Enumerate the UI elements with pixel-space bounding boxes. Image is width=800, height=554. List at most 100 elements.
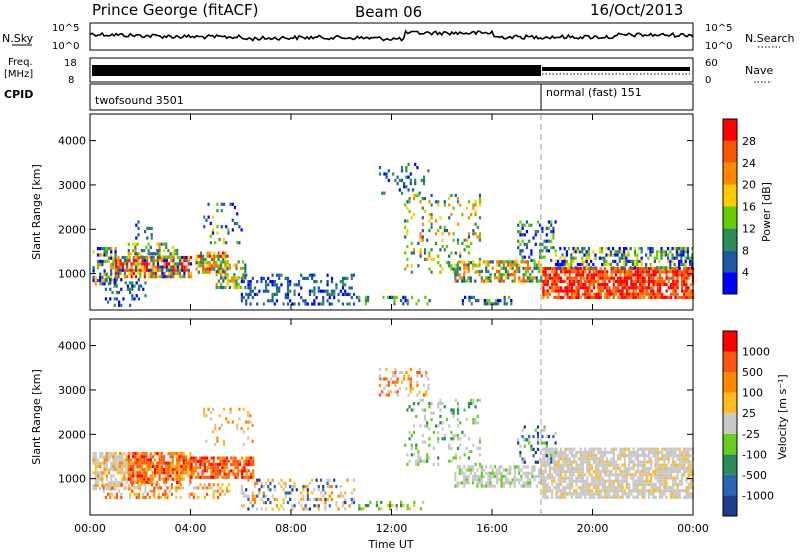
velocity-cell-1475 <box>575 489 577 492</box>
power-cell-1920 <box>663 250 665 253</box>
velocity-colorbar-tick-1: 500 <box>742 366 763 379</box>
velocity-cell-536 <box>237 476 239 479</box>
velocity-cell-1739 <box>622 451 624 454</box>
velocity-cell-1988 <box>663 483 665 486</box>
velocity-cell-1529 <box>584 496 586 499</box>
power-cell-1098 <box>484 299 486 302</box>
velocity-cell-2166 <box>524 457 526 460</box>
power-cell-125 <box>135 269 137 272</box>
power-cell-1819 <box>599 250 601 253</box>
power-cell-835 <box>439 226 441 229</box>
velocity-cell-1851 <box>641 460 643 463</box>
power-cell-1144 <box>528 240 530 243</box>
power-cell-1523 <box>633 280 635 283</box>
velocity-cell-129 <box>123 474 125 477</box>
power-cell-1941 <box>674 263 676 266</box>
velocity-cell-744 <box>278 482 280 485</box>
velocity-cell-1388 <box>560 492 562 495</box>
power-cell-1049 <box>523 267 525 270</box>
velocity-cell-560 <box>248 476 250 479</box>
velocity-cell-988 <box>424 408 426 411</box>
velocity-cell-604 <box>138 493 140 496</box>
power-cell-1117 <box>510 302 512 305</box>
power-cell-546 <box>265 286 267 289</box>
velocity-cell-330 <box>165 478 167 481</box>
velocity-cell-457 <box>206 460 208 463</box>
power-cell-1240 <box>556 273 558 276</box>
velocity-cell-1512 <box>582 476 584 479</box>
velocity-cell-310 <box>161 452 163 455</box>
power-cell-474 <box>116 291 118 294</box>
power-cell-1571 <box>644 283 646 286</box>
power-cell-51 <box>110 253 112 256</box>
xaxis-label: Time UT <box>367 538 413 551</box>
power-cell-926 <box>454 273 456 276</box>
velocity-cell-2118 <box>688 448 690 451</box>
velocity-cell-1079 <box>470 402 472 405</box>
velocity-cell-1650 <box>604 492 606 495</box>
velocity-cell-1712 <box>615 492 617 495</box>
velocity-cell-1747 <box>622 486 624 489</box>
power-cell-1236 <box>553 289 555 292</box>
velocity-cell-736 <box>272 479 274 482</box>
power-cell-1224 <box>551 277 553 280</box>
velocity-cell-2243 <box>243 430 245 433</box>
velocity-cell-1938 <box>657 448 659 451</box>
velocity-cell-846 <box>351 491 353 494</box>
power-cell-300 <box>159 255 161 258</box>
power-cell-1538 <box>635 296 637 299</box>
velocity-cell-1204 <box>505 481 507 484</box>
velocity-cell-948 <box>427 384 429 387</box>
velocity-cell-547 <box>243 466 245 469</box>
power-cell-1507 <box>628 277 630 280</box>
power-cell-1612 <box>655 273 657 276</box>
velocity-cell-102 <box>117 471 119 474</box>
power-cell-552 <box>269 280 271 283</box>
velocity-cell-2251 <box>249 414 251 417</box>
velocity-cell-2205 <box>552 454 554 457</box>
power-cell-1545 <box>637 293 639 296</box>
velocity-cell-495 <box>221 460 223 463</box>
power-cell-964 <box>479 260 481 263</box>
power-cell-539 <box>261 277 263 280</box>
power-cell-623 <box>313 293 315 296</box>
velocity-cell-1657 <box>606 470 608 473</box>
velocity-cell-1875 <box>644 489 646 492</box>
velocity-cell-1931 <box>655 470 657 473</box>
power-cell-1113 <box>504 302 506 305</box>
power-cell-1667 <box>672 270 674 273</box>
power-cell-389 <box>224 268 226 271</box>
velocity-cell-872 <box>400 501 402 504</box>
power-cell-980 <box>487 264 489 267</box>
velocity-cell-287 <box>152 478 154 481</box>
power-cell-1560 <box>641 277 643 280</box>
velocity-cell-1999 <box>666 473 668 476</box>
power-cell-1014 <box>505 270 507 273</box>
velocity-cell-1966 <box>661 454 663 457</box>
velocity-cell-1897 <box>648 483 650 486</box>
power-cell-895 <box>468 251 470 254</box>
velocity-cell-758 <box>287 491 289 494</box>
velocity-cell-1029 <box>442 437 444 440</box>
power-cell-1228 <box>551 289 553 292</box>
power-cell-840 <box>442 239 444 242</box>
power-cell-586 <box>287 296 289 299</box>
velocity-cell-192 <box>128 455 130 458</box>
velocity-cell-354 <box>174 452 176 455</box>
power-cell-1029 <box>512 273 514 276</box>
power-cell-784 <box>417 194 419 197</box>
power-cell-744 <box>410 182 412 185</box>
power-cell-1847 <box>616 263 618 266</box>
velocity-cell-1492 <box>580 457 582 460</box>
power-cell-352 <box>209 264 211 267</box>
velocity-cell-1501 <box>580 489 582 492</box>
velocity-cell-721 <box>263 485 265 488</box>
power-cell-145 <box>144 262 146 265</box>
power-cell-1727 <box>688 277 690 280</box>
power-cell-1399 <box>600 267 602 270</box>
power-cell-1344 <box>584 280 586 283</box>
power-cell-1782 <box>575 247 577 250</box>
velocity-cell-1785 <box>628 486 630 489</box>
power-cell-1041 <box>518 264 520 267</box>
velocity-cell-2045 <box>674 451 676 454</box>
